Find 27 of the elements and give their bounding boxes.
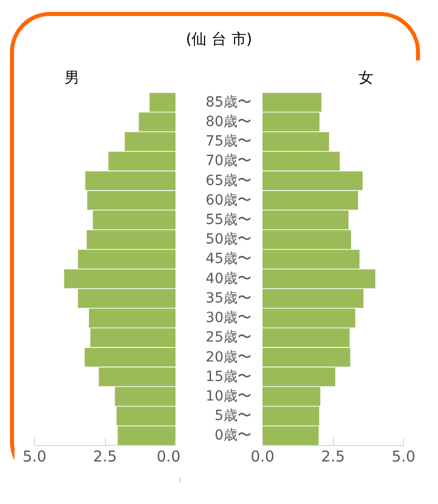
text: (仙 台 市) (186, 29, 252, 50)
chart-title: 男 (64, 68, 80, 86)
y-tick-label: 25歳〜 (206, 330, 252, 346)
y-tick-label: 55歳〜 (206, 212, 252, 228)
x-tick-label: 0.0 (156, 448, 181, 466)
y-tick-label: 45歳〜 (206, 251, 252, 268)
y-tick-label: 30歳〜 (206, 310, 252, 326)
x-tick-label: 0.0 (250, 448, 274, 466)
y-tick-label: 0歳〜 (214, 428, 252, 444)
x-tick-label: 2.5 (93, 448, 117, 466)
x-tick-label: 5.0 (22, 448, 46, 466)
y-tick-label: 35歳〜 (206, 290, 252, 306)
y-tick-label: 15歳〜 (206, 368, 252, 385)
y-tick-label: 80歳〜 (206, 114, 252, 130)
y-tick-label: 5歳〜 (214, 408, 252, 424)
y-tick-label: 75歳〜 (206, 134, 252, 150)
y-tick-label: 50歳〜 (206, 232, 252, 248)
y-tick-label: 60歳〜 (206, 192, 252, 208)
chart-title: 女 (358, 68, 374, 86)
y-tick-label: 70歳〜 (206, 153, 252, 170)
y-tick-label: 65歳〜 (206, 172, 252, 189)
y-tick-label: 85歳〜 (206, 94, 252, 110)
y-tick-label: 20歳〜 (206, 349, 252, 366)
y-tick-label: 10歳〜 (206, 388, 252, 404)
y-tick-label: 40歳〜 (206, 270, 252, 287)
x-tick-label: 5.0 (392, 448, 416, 466)
x-tick-label: 2.5 (321, 448, 345, 466)
